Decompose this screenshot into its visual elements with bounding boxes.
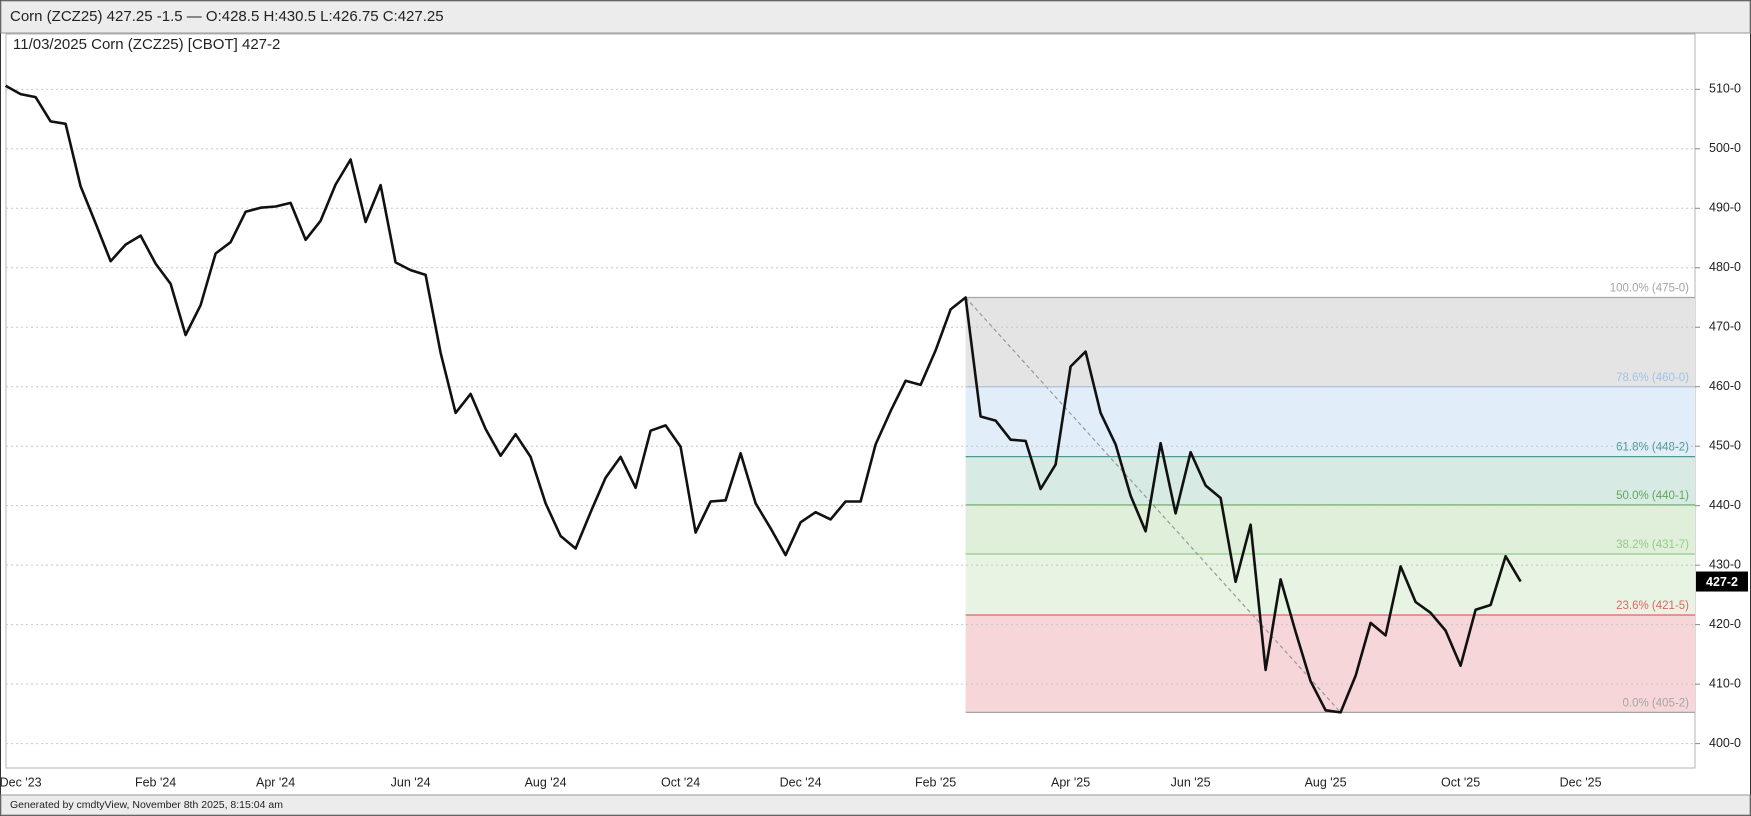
y-tick-label: 460-0 — [1709, 379, 1741, 393]
fib-level-label: 38.2% (431-7) — [1616, 539, 1689, 551]
y-tick-label: 470-0 — [1709, 320, 1741, 334]
x-tick-label: Apr '24 — [256, 775, 295, 789]
fib-level-label: 23.6% (421-5) — [1616, 600, 1689, 612]
x-tick-label: Oct '24 — [661, 775, 700, 789]
x-tick-label: Jun '25 — [1171, 775, 1211, 789]
fib-trendline — [965, 297, 1342, 713]
y-tick-label: 480-0 — [1709, 260, 1741, 274]
x-tick-label: Jun '24 — [391, 775, 431, 789]
last-price-tag — [1696, 571, 1748, 592]
fib-level-label: 78.6% (460-0) — [1616, 372, 1689, 384]
x-tick-label: Oct '25 — [1441, 775, 1480, 789]
x-tick-label: Dec '24 — [780, 775, 822, 789]
y-tick-label: 450-0 — [1709, 439, 1741, 453]
x-tick-label: Aug '24 — [525, 775, 567, 789]
y-tick-label: 500-0 — [1709, 141, 1741, 155]
header-title: Corn (ZCZ25) 427.25 -1.5 — O:428.5 H:430… — [10, 8, 444, 25]
header-bar — [0, 0, 1751, 34]
last-price-label: 427-2 — [1706, 575, 1738, 589]
fib-band — [965, 614, 1695, 713]
y-tick-label: 410-0 — [1709, 676, 1741, 690]
x-tick-label: Feb '25 — [915, 775, 956, 789]
y-tick-label: 430-0 — [1709, 557, 1741, 571]
x-tick-label: Apr '25 — [1051, 775, 1090, 789]
x-tick-label: Dec '23 — [0, 775, 42, 789]
x-tick-label: Feb '24 — [135, 775, 176, 789]
fib-level-label: 0.0% (405-2) — [1623, 697, 1690, 709]
price-line — [4, 84, 1522, 714]
y-tick-label: 490-0 — [1709, 201, 1741, 215]
fib-level-label: 100.0% (475-0) — [1610, 283, 1689, 295]
fib-band — [965, 504, 1695, 555]
chart-title: 11/03/2025 Corn (ZCZ25) [CBOT] 427-2 — [13, 36, 280, 53]
fib-level-label: 61.8% (448-2) — [1616, 442, 1689, 454]
x-tick-label: Aug '25 — [1305, 775, 1347, 789]
x-tick-label: Dec '25 — [1560, 775, 1602, 789]
grid-layer: 400-0 410-0 420-0 430-0 440-0 450-0 460-0 470-0… — [0, 82, 1741, 790]
fibonacci-layer: 100.0% (475-0) 78.6% (460-0) 61.8% (448-2)… — [965, 283, 1695, 713]
fib-band — [965, 554, 1695, 615]
y-tick-label: 400-0 — [1709, 736, 1741, 750]
y-tick-label: 420-0 — [1709, 617, 1741, 631]
fib-band — [965, 456, 1695, 505]
fib-band — [965, 297, 1695, 387]
fib-level-label: 50.0% (440-1) — [1616, 490, 1689, 502]
y-tick-label: 510-0 — [1709, 82, 1741, 96]
footer-text: Generated by cmdtyView, November 8th 202… — [10, 799, 283, 811]
fib-band — [965, 386, 1695, 457]
footer-bar — [0, 794, 1751, 816]
main-layer: 427-2 — [4, 84, 1748, 714]
y-tick-label: 440-0 — [1709, 498, 1741, 512]
